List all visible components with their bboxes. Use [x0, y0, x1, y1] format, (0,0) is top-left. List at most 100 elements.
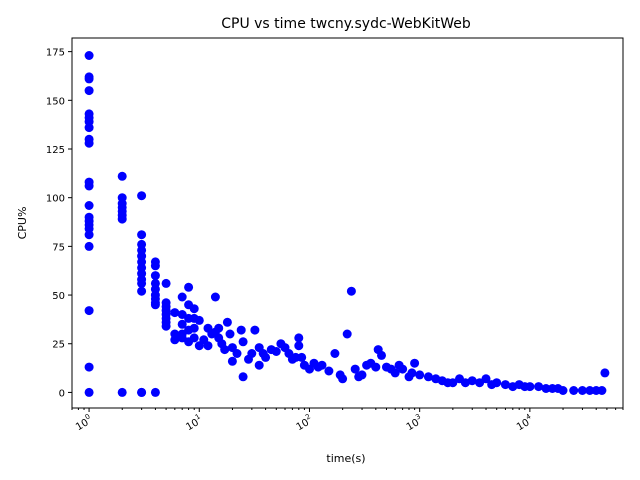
data-point	[569, 386, 579, 395]
data-point	[222, 317, 232, 327]
data-point	[238, 337, 248, 347]
data-point	[84, 362, 94, 372]
data-point	[410, 358, 420, 368]
data-point	[84, 51, 94, 60]
data-point	[558, 386, 568, 395]
data-point	[541, 384, 551, 393]
data-point	[137, 286, 147, 296]
data-point	[467, 376, 477, 386]
data-point	[170, 308, 180, 318]
data-point	[338, 374, 348, 384]
data-point	[357, 370, 367, 380]
data-point	[84, 387, 94, 397]
data-point	[117, 171, 127, 181]
data-point	[261, 352, 271, 362]
data-point	[117, 387, 127, 397]
data-point	[137, 387, 147, 397]
data-point	[250, 325, 260, 335]
data-point	[377, 350, 386, 360]
data-point	[220, 345, 230, 355]
data-point	[342, 329, 352, 339]
data-point	[137, 191, 147, 201]
data-point	[214, 323, 224, 333]
data-point	[150, 261, 160, 271]
data-point	[84, 86, 94, 96]
data-point	[350, 364, 360, 374]
data-point	[84, 181, 94, 191]
data-point	[150, 387, 160, 397]
y-axis-label: CPU%	[16, 207, 29, 240]
y-tick-label: 50	[52, 291, 65, 302]
data-point	[84, 74, 94, 84]
data-point	[236, 325, 246, 335]
data-point	[346, 286, 356, 296]
data-point	[170, 335, 180, 345]
data-points	[84, 51, 610, 397]
data-point	[161, 321, 171, 331]
x-tick-exponent: 2	[304, 412, 312, 421]
data-point	[254, 360, 264, 370]
data-point	[317, 360, 327, 370]
data-point	[294, 341, 304, 351]
data-point	[407, 368, 417, 378]
y-tick-label: 25	[52, 340, 65, 351]
data-point	[448, 378, 458, 388]
x-tick-exponent: 4	[525, 412, 533, 421]
chart-title: CPU vs time twcny.sydc-WebKitWeb	[221, 16, 471, 32]
data-point	[324, 366, 334, 376]
data-point	[150, 300, 160, 310]
x-axis-label: time(s)	[326, 452, 365, 465]
data-point	[84, 123, 94, 133]
data-point	[232, 349, 242, 358]
y-tick-label: 125	[46, 145, 65, 156]
data-point	[460, 378, 470, 388]
data-point	[534, 382, 544, 392]
y-tick-label: 0	[59, 388, 65, 399]
data-point	[390, 368, 400, 378]
data-point	[210, 292, 220, 302]
y-tick-label: 100	[46, 194, 65, 205]
data-point	[177, 292, 187, 302]
data-point	[481, 374, 491, 384]
data-point	[398, 364, 408, 374]
data-point	[84, 201, 94, 210]
data-point	[203, 341, 213, 351]
data-point	[297, 352, 307, 362]
data-point	[423, 372, 433, 382]
data-point	[492, 378, 502, 388]
data-point	[597, 386, 607, 395]
data-point	[189, 333, 199, 343]
data-point	[84, 306, 94, 316]
data-point	[84, 230, 94, 240]
data-point	[247, 349, 257, 358]
data-point	[500, 380, 510, 390]
data-point	[577, 386, 587, 395]
data-point	[238, 372, 248, 382]
data-point	[415, 370, 425, 380]
y-tick-label: 150	[46, 96, 65, 107]
data-point	[184, 282, 194, 292]
data-point	[194, 315, 204, 325]
data-point	[227, 356, 237, 366]
x-tick-exponent: 1	[194, 412, 202, 421]
data-point	[294, 333, 304, 343]
data-point	[84, 138, 94, 148]
x-tick-exponent: 0	[84, 412, 92, 421]
data-point	[161, 278, 171, 288]
data-point	[150, 271, 160, 281]
data-point	[137, 230, 147, 240]
data-point	[225, 329, 235, 339]
y-axis-ticks: 0 25 50 75 100 125 150 175	[46, 48, 72, 399]
data-point	[330, 349, 340, 358]
data-point	[137, 278, 147, 288]
data-point	[84, 241, 94, 251]
y-tick-label: 75	[52, 242, 65, 253]
plot-frame	[71, 37, 624, 409]
data-point	[271, 347, 281, 356]
data-point	[600, 368, 610, 378]
data-point	[189, 304, 199, 314]
data-point	[371, 362, 381, 372]
data-point	[117, 214, 127, 224]
